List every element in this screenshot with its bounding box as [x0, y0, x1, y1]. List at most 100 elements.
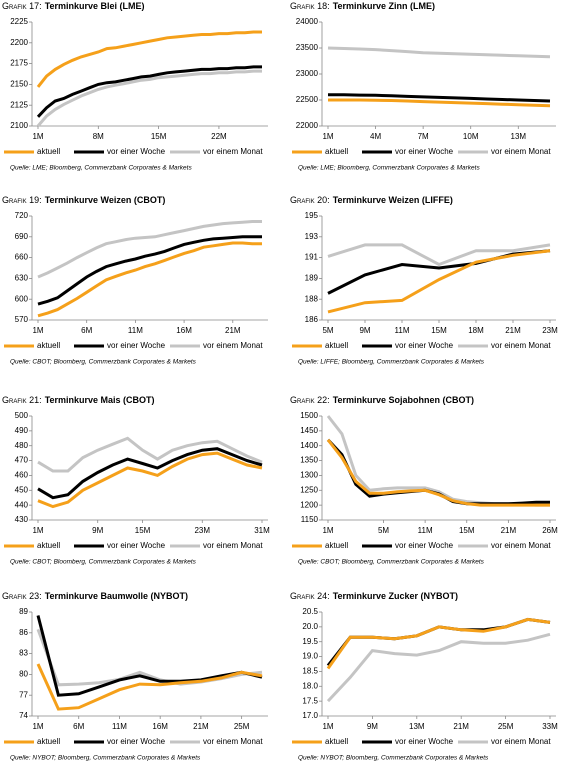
y-tick-label: 18.5	[302, 667, 318, 676]
y-tick-label: 195	[305, 211, 319, 220]
y-tick-label: 22000	[296, 121, 319, 130]
y-tick-label: 660	[15, 253, 29, 262]
y-tick-label: 20.0	[302, 622, 318, 631]
y-tick-label: 2225	[10, 17, 28, 26]
y-tick-label: 191	[305, 253, 319, 262]
x-tick-label: 1M	[32, 722, 43, 731]
y-tick-label: 490	[15, 426, 29, 435]
legend-label: vor einer Woche	[107, 541, 166, 550]
y-tick-label: 188	[305, 294, 319, 303]
x-tick-label: 11M	[128, 326, 143, 335]
series-line	[37, 220, 262, 279]
chart-source: Quelle: LIFFE; Bloomberg, Commerzbank Co…	[298, 359, 485, 366]
y-tick-label: 1450	[300, 426, 318, 435]
x-tick-label: 13M	[511, 132, 527, 141]
series-line	[326, 415, 550, 507]
y-tick-label: 430	[15, 515, 29, 524]
chart-heading: Grafik 19: Terminkurve Weizen (CBOT)	[2, 195, 165, 205]
y-tick-label: 480	[15, 441, 29, 450]
y-tick-label: 17.0	[302, 711, 318, 720]
y-tick-label: 500	[15, 411, 29, 420]
x-tick-label: 23M	[194, 526, 210, 535]
y-tick-label: 720	[15, 211, 29, 220]
chart-title: Terminkurve Blei (LME)	[45, 1, 145, 11]
y-tick-label: 19.5	[302, 637, 318, 646]
legend-label: aktuell	[325, 737, 348, 746]
y-tick-label: 77	[19, 690, 28, 699]
x-tick-label: 31M	[254, 526, 270, 535]
chart-heading: Grafik 23: Terminkurve Baumwolle (NYBOT)	[2, 591, 188, 601]
chart-title: Terminkurve Sojabohnen (CBOT)	[333, 395, 474, 405]
y-tick-label: 74	[19, 711, 28, 720]
y-tick-label: 20.5	[302, 607, 318, 616]
y-tick-label: 189	[305, 274, 319, 283]
y-tick-label: 470	[15, 456, 29, 465]
y-tick-label: 22500	[296, 95, 319, 104]
series-line	[326, 617, 551, 670]
x-tick-label: 25M	[498, 722, 514, 731]
y-tick-label: 24000	[296, 17, 319, 26]
legend-label: aktuell	[37, 737, 60, 746]
x-tick-label: 9M	[92, 526, 103, 535]
chart-title: Terminkurve Weizen (LIFFE)	[333, 195, 453, 205]
x-tick-label: 9M	[359, 326, 370, 335]
legend-label: vor einer Woche	[107, 341, 166, 350]
chart-title: Terminkurve Weizen (CBOT)	[45, 195, 166, 205]
series-line	[327, 249, 551, 295]
series-line	[327, 249, 551, 314]
legend-label: aktuell	[37, 541, 60, 550]
chart-source: Quelle: CBOT; Bloomberg, Commerzbank Cor…	[298, 559, 485, 566]
y-tick-label: 186	[305, 315, 319, 324]
chart-heading: Grafik 22: Terminkurve Sojabohnen (CBOT)	[290, 395, 474, 405]
legend-label: aktuell	[37, 147, 60, 156]
y-tick-label: 23500	[296, 43, 319, 52]
chart-source: Quelle: CBOT; Bloomberg, Commerzbank Cor…	[10, 559, 197, 566]
y-tick-label: 86	[19, 628, 28, 637]
chart-label: Grafik 19:	[2, 195, 42, 205]
chart-label: Grafik 17:	[2, 1, 42, 11]
chart-label: Grafik 20:	[290, 195, 330, 205]
x-tick-label: 1M	[322, 722, 333, 731]
chart-source: Quelle: NYBOT; Bloomberg, Commerzbank Co…	[298, 755, 489, 762]
y-tick-label: 89	[19, 607, 28, 616]
x-tick-label: 1M	[32, 526, 43, 535]
chart-heading: Grafik 21: Terminkurve Mais (CBOT)	[2, 395, 155, 405]
legend-label: vor einer Woche	[107, 737, 166, 746]
series-line	[37, 241, 262, 318]
legend-label: vor einer Woche	[395, 341, 454, 350]
x-tick-label: 5M	[322, 326, 333, 335]
x-tick-label: 21M	[453, 722, 469, 731]
x-tick-label: 7M	[418, 132, 429, 141]
series-line	[328, 98, 551, 108]
series-line	[36, 615, 263, 697]
chart-heading: Grafik 18: Terminkurve Zinn (LME)	[290, 1, 435, 11]
y-tick-label: 1500	[300, 411, 318, 420]
y-tick-label: 2150	[10, 80, 28, 89]
series-line	[326, 438, 550, 507]
series-line	[36, 69, 262, 127]
x-tick-label: 16M	[152, 722, 168, 731]
x-tick-label: 23M	[542, 326, 558, 335]
y-tick-label: 630	[15, 274, 29, 283]
series-line	[327, 46, 551, 59]
chart-source: Quelle: LME; Bloomberg, Commerzbank Corp…	[298, 165, 480, 172]
y-tick-label: 193	[305, 232, 319, 241]
x-tick-label: 25M	[234, 722, 250, 731]
chart-heading: Grafik 17: Terminkurve Blei (LME)	[2, 1, 145, 11]
y-tick-label: 2100	[10, 121, 28, 130]
legend-label: vor einem Monat	[491, 147, 551, 156]
x-tick-label: 8M	[93, 132, 104, 141]
legend-label: vor einem Monat	[491, 341, 551, 350]
x-tick-label: 5M	[378, 526, 389, 535]
x-tick-label: 11M	[395, 326, 410, 335]
x-tick-label: 18M	[468, 326, 484, 335]
y-tick-label: 2125	[10, 100, 28, 109]
x-tick-label: 15M	[135, 526, 151, 535]
legend-label: aktuell	[325, 541, 348, 550]
y-tick-label: 1300	[300, 471, 318, 480]
chart-title: Terminkurve Baumwolle (NYBOT)	[45, 591, 188, 601]
y-tick-label: 1200	[300, 500, 318, 509]
legend-label: vor einem Monat	[203, 147, 263, 156]
y-tick-label: 1150	[301, 515, 319, 524]
